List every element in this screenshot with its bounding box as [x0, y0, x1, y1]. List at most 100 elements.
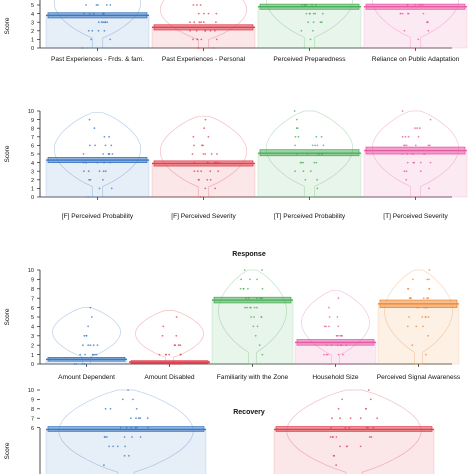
data-point [102, 12, 104, 15]
data-point [109, 407, 112, 410]
data-point [201, 144, 203, 147]
data-point [73, 363, 76, 365]
data-point [134, 426, 137, 429]
data-point [246, 306, 248, 309]
mean-bar [377, 303, 460, 365]
data-point [401, 12, 404, 15]
data-point [249, 278, 252, 281]
data-point [252, 325, 255, 328]
data-point [348, 426, 351, 429]
series-4: Reliance on Public Adaptation [363, 0, 468, 63]
data-point [340, 334, 342, 337]
data-point [407, 287, 410, 290]
data-point [158, 353, 161, 356]
data-point [349, 417, 352, 420]
data-point [376, 417, 379, 420]
data-point [83, 170, 85, 173]
data-point [412, 161, 415, 164]
y-tick-label: 5 [31, 315, 34, 321]
data-point [419, 161, 422, 164]
series-2: [F] Perceived Severity [151, 115, 256, 220]
data-point [88, 178, 90, 181]
mean-bar [151, 27, 256, 49]
data-point [137, 417, 140, 420]
data-point [368, 436, 371, 438]
data-point [91, 29, 94, 32]
series-4: Household Size [294, 290, 377, 381]
data-point [119, 426, 122, 429]
data-point [90, 38, 92, 41]
y-axis-label: Score [4, 145, 11, 162]
data-point [87, 170, 90, 173]
data-point [131, 436, 134, 438]
data-point [109, 4, 112, 6]
data-point [203, 12, 205, 15]
data-point [335, 436, 338, 438]
data-point [316, 178, 318, 181]
data-point [206, 178, 209, 181]
data-point [425, 353, 427, 356]
data-point [103, 29, 106, 32]
data-point [146, 417, 149, 420]
violin-outline [53, 112, 142, 198]
data-point [300, 161, 303, 164]
data-point [406, 325, 409, 328]
data-point [94, 353, 96, 356]
data-point [314, 12, 317, 15]
data-point [139, 417, 142, 420]
y-tick-label: 4 [31, 12, 34, 18]
data-point [308, 12, 311, 15]
data-point [337, 407, 340, 410]
data-point [422, 297, 425, 300]
data-point [242, 363, 245, 365]
data-point [422, 12, 425, 15]
data-point [245, 297, 248, 300]
data-point [315, 161, 318, 164]
data-point [427, 316, 430, 318]
x-tick-label: Past Experiences - Frds. & fam. [51, 56, 144, 63]
data-point [82, 161, 85, 164]
data-point [83, 12, 85, 15]
data-point [89, 144, 91, 147]
data-point [424, 316, 427, 318]
data-point [399, 12, 402, 15]
data-point [215, 161, 218, 164]
violin-outline [371, 110, 460, 198]
x-tick-label: Familiarity with the Zone [217, 374, 289, 381]
data-point [104, 407, 107, 410]
data-point [345, 445, 348, 448]
data-point [428, 269, 431, 271]
data-point [98, 170, 101, 173]
data-point [260, 297, 263, 300]
data-point [416, 127, 419, 130]
data-point [180, 363, 183, 365]
data-point [210, 153, 213, 155]
y-tick-label: 2 [31, 29, 34, 35]
data-point [108, 135, 110, 138]
data-point [85, 334, 88, 337]
data-point [294, 135, 297, 138]
y-tick-label: 10 [28, 268, 34, 274]
data-point [82, 153, 85, 155]
data-point [294, 144, 296, 147]
data-point [88, 12, 91, 15]
data-point [87, 196, 89, 198]
data-point [429, 161, 432, 164]
data-point [415, 325, 418, 328]
data-point [108, 445, 110, 448]
data-point [88, 118, 91, 121]
data-point [109, 38, 112, 41]
data-point [367, 426, 369, 429]
data-point [303, 4, 306, 6]
y-tick-label: 6 [31, 306, 34, 312]
data-point [106, 436, 108, 438]
y-tick-label: 9 [31, 118, 34, 124]
data-point [104, 170, 107, 173]
data-point [320, 135, 323, 138]
data-point [103, 135, 106, 138]
y-tick-label: 9 [31, 278, 34, 284]
y-tick-label: 7 [31, 296, 34, 302]
data-point [337, 353, 340, 356]
data-point [250, 316, 253, 318]
